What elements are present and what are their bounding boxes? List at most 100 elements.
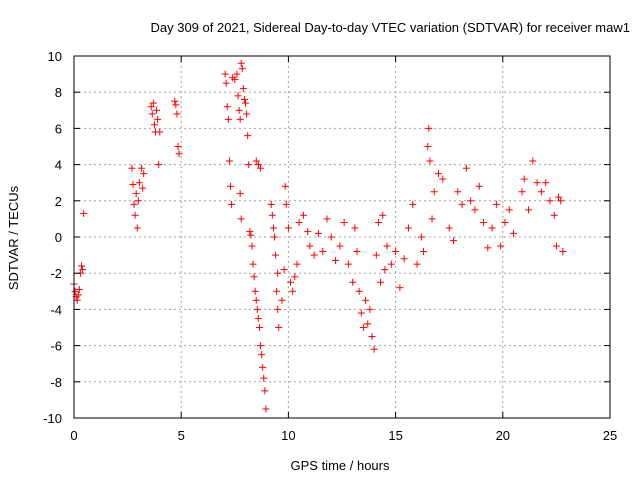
data-point — [147, 103, 155, 111]
data-point — [138, 164, 146, 172]
data-point — [131, 211, 139, 219]
y-tick-label: 6 — [55, 121, 62, 136]
data-point — [351, 224, 359, 232]
data-point — [139, 184, 147, 192]
data-point — [467, 197, 475, 205]
data-point — [374, 219, 382, 227]
x-axis-title: GPS time / hours — [291, 458, 390, 473]
data-point — [552, 242, 560, 250]
x-tick-labels: 0 5 10 15 20 25 — [70, 428, 617, 443]
data-point — [278, 296, 286, 304]
data-point — [171, 97, 179, 105]
data-point — [260, 374, 268, 382]
data-point — [251, 287, 259, 295]
data-point — [533, 179, 541, 187]
data-point — [79, 266, 87, 274]
data-point — [154, 115, 162, 123]
data-point — [501, 219, 509, 227]
data-point — [228, 200, 236, 208]
data-point — [134, 197, 142, 205]
data-point — [258, 351, 266, 359]
data-point — [287, 278, 295, 286]
data-point — [417, 233, 425, 241]
data-point — [419, 247, 427, 255]
data-point — [269, 224, 277, 232]
data-point — [559, 247, 567, 255]
y-tick-labels: -10 -8 -6 -4 -2 0 2 4 6 8 10 — [43, 49, 62, 426]
y-tick-label: 0 — [55, 230, 62, 245]
data-point — [471, 206, 479, 214]
data-point — [434, 170, 442, 178]
data-point — [310, 251, 318, 259]
data-point — [295, 219, 303, 227]
data-point — [426, 157, 434, 165]
data-point — [368, 333, 376, 341]
data-point — [267, 200, 275, 208]
data-point — [236, 190, 244, 198]
data-point — [73, 296, 81, 304]
data-point — [223, 103, 231, 111]
data-point — [428, 215, 436, 223]
data-point — [238, 65, 246, 73]
data-point — [254, 314, 262, 322]
x-tick-label: 25 — [603, 428, 617, 443]
data-point — [400, 255, 408, 263]
data-point — [520, 175, 528, 183]
data-point — [349, 278, 357, 286]
data-point — [153, 106, 161, 114]
data-point — [135, 179, 143, 187]
data-point — [323, 215, 331, 223]
data-point — [314, 229, 322, 237]
data-point — [270, 233, 278, 241]
data-point — [284, 224, 292, 232]
data-point — [224, 115, 232, 123]
data-point — [458, 200, 466, 208]
data-point — [130, 200, 138, 208]
data-point — [280, 266, 288, 274]
data-point — [488, 224, 496, 232]
data-point — [239, 85, 247, 93]
data-point — [257, 164, 265, 172]
data-point — [148, 110, 156, 118]
data-point — [133, 224, 141, 232]
data-point — [273, 287, 281, 295]
data-point — [234, 92, 242, 100]
data-point — [424, 143, 432, 150]
data-point — [156, 128, 164, 136]
data-point — [291, 273, 299, 281]
y-tick-label: -6 — [50, 339, 62, 354]
data-point — [281, 182, 289, 190]
data-point — [242, 99, 250, 107]
data-point — [336, 242, 344, 250]
data-point — [245, 161, 253, 169]
data-point — [480, 219, 488, 227]
data-point — [233, 70, 241, 78]
data-point — [557, 197, 565, 205]
data-point — [327, 233, 335, 241]
data-point — [497, 242, 505, 250]
data-point — [364, 320, 372, 328]
data-point — [235, 106, 243, 114]
data-point — [236, 115, 244, 123]
data-point — [259, 363, 267, 371]
data-point — [370, 345, 378, 353]
data-point — [225, 157, 233, 165]
data-point — [140, 170, 148, 178]
data-point — [449, 237, 457, 245]
data-point — [445, 224, 453, 232]
data-point — [132, 190, 140, 198]
data-point — [289, 287, 297, 295]
data-point — [253, 305, 261, 313]
data-point — [274, 305, 282, 313]
data-point — [319, 247, 327, 255]
data-point — [306, 242, 314, 250]
data-point — [492, 200, 500, 208]
data-point — [74, 291, 82, 299]
x-tick-label: 15 — [388, 428, 402, 443]
data-point — [250, 273, 258, 281]
data-point — [243, 110, 251, 118]
x-tick-label: 0 — [70, 428, 77, 443]
data-point — [129, 181, 137, 189]
data-point — [254, 161, 262, 169]
